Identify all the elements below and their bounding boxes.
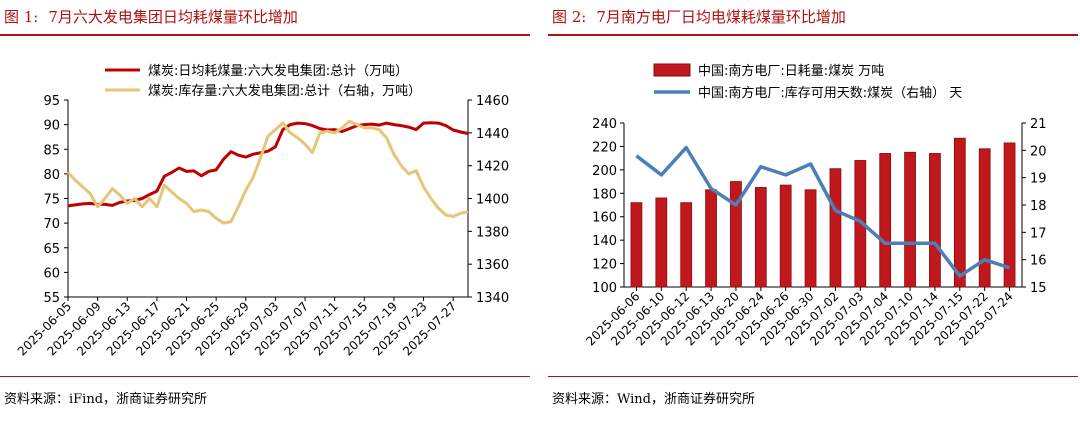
figure-1-title-text: 7月六大发电集团日均耗煤量环比增加 (48, 8, 298, 26)
bar (779, 184, 792, 288)
chart-left: 55 60 65 70 75 80 85 90 95 1340 1360 1380 1400 1420 14… (15, 63, 509, 358)
left-y-tick-label: 160 (592, 211, 617, 226)
figure-2-source: 资料来源：Wind，浙商证券研究所 (552, 392, 755, 407)
figure-2-panel: 图 2: 7月南方电厂日均电煤耗煤量环比增加 100 120 140 160 180 200… (548, 0, 1078, 422)
bar (630, 202, 643, 288)
bar (879, 153, 892, 288)
left-y-tick-label: 200 (592, 164, 617, 179)
figure-1-source: 资料来源：iFind，浙商证券研究所 (4, 392, 208, 407)
legend-label-1: 煤炭:日均耗煤量:六大发电集团:总计（万吨） (148, 63, 408, 79)
left-y-tick-label: 75 (43, 193, 60, 208)
figure-2-top-rule (548, 34, 1078, 36)
right-y-tick-label: 21 (1030, 117, 1047, 132)
bar (978, 148, 991, 288)
left-y-tick-label: 220 (592, 140, 617, 155)
bar (804, 189, 817, 288)
right-y-tick-label: 19 (1030, 172, 1047, 187)
right-y-tick-label: 1440 (476, 127, 509, 142)
bar (904, 151, 916, 288)
figure-2-bottom-rule (548, 376, 1078, 377)
series-line-2 (66, 119, 469, 225)
figure-1-title: 图 1: 7月六大发电集团日均耗煤量环比增加 (4, 6, 308, 27)
figure-1-bottom-rule (0, 376, 530, 377)
figure-1-top-rule (0, 34, 530, 36)
legend-swatch-bar (653, 63, 691, 77)
left-y-tick-label: 90 (43, 119, 60, 134)
figure-2-number: 图 2: (552, 8, 587, 26)
left-y-tick-label: 60 (43, 266, 60, 281)
left-y-tick-label: 120 (592, 258, 617, 273)
right-y-tick-label: 17 (1030, 226, 1047, 241)
right-y-tick-label: 1360 (476, 258, 509, 273)
legend-label-2: 煤炭:库存量:六大发电集团:总计（右轴，万吨） (148, 83, 421, 99)
bar (953, 137, 966, 288)
left-y-tick-label: 240 (592, 117, 617, 132)
figure-1-panel: 图 1: 7月六大发电集团日均耗煤量环比增加 55 60 65 70 75 80 85 90 95… (0, 0, 530, 422)
figure-2-title-text: 7月南方电厂日均电煤耗煤量环比增加 (596, 8, 846, 26)
bar (754, 187, 767, 288)
right-y-tick-label: 1420 (476, 160, 509, 175)
right-y-tick-label: 16 (1030, 254, 1047, 269)
right-y-tick-label: 15 (1030, 281, 1047, 296)
legend-label-line: 中国:南方电厂:库存可用天数:煤炭（右轴） 天 (698, 85, 962, 101)
right-y-tick-label: 1340 (476, 291, 509, 306)
left-y-tick-label: 65 (43, 242, 60, 257)
right-y-tick-label: 1400 (476, 193, 509, 208)
figure-1-number: 图 1: (4, 8, 39, 26)
left-y-tick-label: 140 (592, 234, 617, 249)
bar (929, 153, 941, 288)
left-y-tick-label: 85 (43, 143, 60, 158)
left-y-tick-label: 100 (592, 281, 617, 296)
bar (680, 202, 693, 288)
right-y-tick-label: 1380 (476, 225, 509, 240)
chart-right: 1001201401601802002202401516171819202120… (583, 63, 1047, 348)
left-y-tick-label: 80 (43, 168, 60, 183)
figure-2-title: 图 2: 7月南方电厂日均电煤耗煤量环比增加 (552, 6, 856, 27)
bar (829, 168, 842, 288)
right-y-tick-label: 1460 (476, 94, 509, 109)
bar (705, 189, 717, 288)
right-y-tick-label: 20 (1030, 144, 1047, 159)
right-y-tick-label: 18 (1030, 199, 1047, 214)
left-y-tick-label: 180 (592, 187, 617, 202)
left-y-tick-label: 95 (43, 94, 60, 109)
left-y-tick-label: 70 (43, 217, 60, 232)
bar (655, 197, 668, 288)
series-line-days (635, 145, 1011, 278)
left-y-tick-label: 55 (43, 291, 60, 306)
legend-label-bar: 中国:南方电厂:日耗量:煤炭 万吨 (698, 63, 884, 79)
